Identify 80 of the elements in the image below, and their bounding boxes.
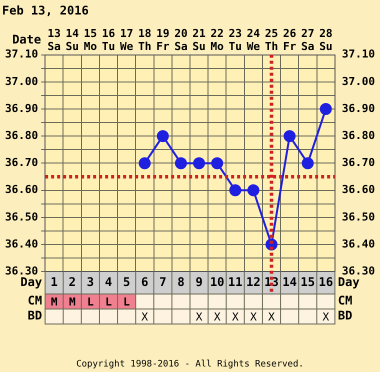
text: BD <box>28 308 42 323</box>
y2-tick-label: 36.90 <box>342 102 376 115</box>
point <box>156 130 169 142</box>
x2-tick-label: 15 <box>300 274 315 289</box>
text: L <box>105 295 112 308</box>
text: Day <box>20 274 42 289</box>
y2-tick-label: 36.70 <box>342 156 376 170</box>
x-tick-label: 15 Mo <box>84 26 98 54</box>
x2-axis-title: Day <box>338 274 360 289</box>
text: X <box>268 310 276 324</box>
text: X <box>250 310 258 324</box>
point <box>284 130 296 142</box>
x2-tick-label: 7 <box>159 274 166 289</box>
y2-tick-label: 36.60 <box>342 183 376 196</box>
text: Copyright 1998-2016 - All Rights Reserved. <box>76 359 304 370</box>
x-tick-label: 27 Sa <box>301 26 314 54</box>
x-tick-label: 19 Fr <box>156 26 170 54</box>
text: X <box>214 310 221 324</box>
y-tick-label: 37.00 <box>4 74 38 88</box>
text: X <box>232 310 239 324</box>
text: X <box>141 310 148 324</box>
point <box>138 157 151 170</box>
x-tick-label: 20 Sa <box>174 26 188 54</box>
y-tick-label: 36.40 <box>4 237 38 250</box>
x-tick-label: 14 Su <box>66 26 80 54</box>
x-tick-label: 17 We <box>120 26 134 54</box>
x-tick-label: 22 Mo <box>210 26 224 54</box>
text: M <box>50 295 58 308</box>
x2-tick-label: 5 <box>122 274 130 289</box>
chart-title: Feb 13, 2016 <box>2 3 89 18</box>
x-tick-label: 18 Th <box>138 26 152 54</box>
y2-tick-label: 36.80 <box>342 128 376 142</box>
y-tick-label: 36.60 <box>4 183 38 196</box>
point <box>193 157 206 170</box>
y-tick-label: 36.50 <box>4 210 38 224</box>
point <box>320 103 332 115</box>
y2-tick-label: 36.30 <box>342 264 376 278</box>
point <box>229 184 242 196</box>
text: L <box>123 295 130 308</box>
x-tick-label: 28 Su <box>319 26 332 54</box>
x2-tick-label: 8 <box>177 274 185 289</box>
x2-tick-label: 9 <box>195 274 203 289</box>
text: BD <box>338 308 352 323</box>
text: X <box>196 310 203 324</box>
x2-tick-label: 2 <box>68 274 76 289</box>
y2-tick-label: 36.40 <box>342 237 376 250</box>
x-tick-label: 25 Th <box>264 26 278 54</box>
text: M <box>68 295 76 308</box>
text: CM <box>28 294 42 308</box>
x2-tick-label: 10 <box>210 274 224 289</box>
y2-tick-label: 36.50 <box>342 210 376 224</box>
y2-tick-label: 37.10 <box>342 48 376 61</box>
text: L <box>87 295 94 308</box>
x2-tick-label: 4 <box>104 274 112 289</box>
x2-tick-label: 14 <box>282 274 297 289</box>
point <box>247 184 260 196</box>
point <box>302 157 314 170</box>
point <box>211 157 224 170</box>
y-tick-label: 36.30 <box>4 264 38 278</box>
x-tick-label: 13 Sa <box>48 26 61 54</box>
y-tick-label: 36.70 <box>4 156 38 170</box>
text: CM <box>338 294 352 308</box>
y-tick-label: 36.80 <box>4 128 38 142</box>
x-tick-label: 24 We <box>246 26 260 54</box>
x-axis-title: Date <box>12 32 42 47</box>
y-tick-label: 37.10 <box>4 48 38 61</box>
x2-tick-label: 16 <box>318 274 334 289</box>
x2-tick-label: 12 <box>246 274 261 289</box>
point <box>174 157 187 170</box>
x2-tick-label: 11 <box>228 274 243 289</box>
x-tick-label: 21 Su <box>192 26 206 54</box>
x2-tick-label: 3 <box>86 274 94 289</box>
x2-tick-label: 1 <box>50 274 58 289</box>
text: X <box>322 310 330 324</box>
x-tick-label: 23 Tu <box>228 26 242 54</box>
x-tick-label: 26 Fr <box>282 26 297 54</box>
x2-tick-label: 6 <box>141 274 148 289</box>
x-tick-label: 16 Tu <box>102 26 116 54</box>
y2-tick-label: 37.00 <box>342 74 376 88</box>
y-tick-label: 36.90 <box>4 102 38 115</box>
